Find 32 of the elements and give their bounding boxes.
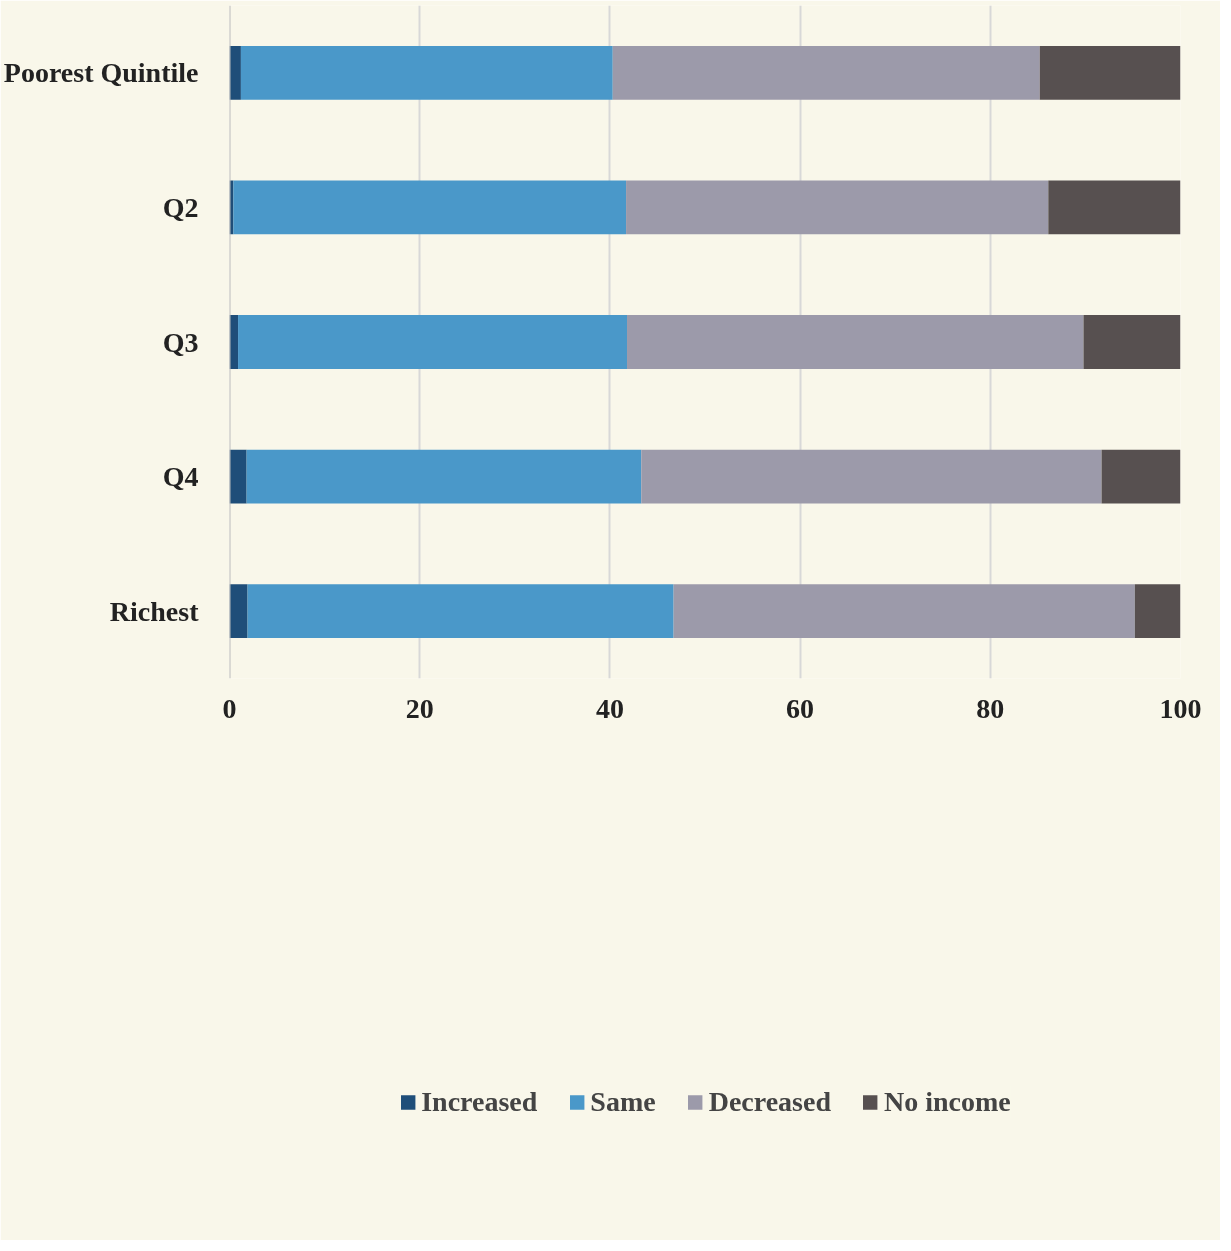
y-tick-label: Q2 [162,191,199,223]
bar [240,45,613,100]
y-tick-label: Poorest Quintile [3,57,199,89]
x-tick-label: 80 [976,692,1005,724]
bar [1101,449,1181,504]
x-tick-label: 20 [405,692,434,724]
bar [229,584,248,639]
y-tick-label: Q4 [162,461,199,493]
bar [247,584,674,639]
x-tick-label: 40 [595,692,624,724]
bar [238,315,628,369]
y-tick-label: Q3 [162,326,199,358]
bar [1048,180,1181,235]
bar [612,45,1040,100]
x-tick-label: 0 [222,692,237,724]
bar [1083,315,1181,369]
bar [229,449,247,504]
bar [233,180,627,235]
x-tick-label: 100 [1159,692,1202,724]
bar [626,180,1049,235]
bar [246,449,642,504]
bar [673,584,1135,639]
x-tick-label: 60 [786,692,815,724]
legend-label: Increased [421,1086,538,1118]
legend-label: No income [884,1086,1011,1118]
bar [1134,584,1181,639]
legend-label: Same [590,1086,656,1118]
legend-label: Decreased [708,1086,832,1118]
bar [641,449,1102,504]
y-tick-label: Richest [109,595,200,627]
bar [627,315,1084,369]
bar [1039,45,1181,100]
